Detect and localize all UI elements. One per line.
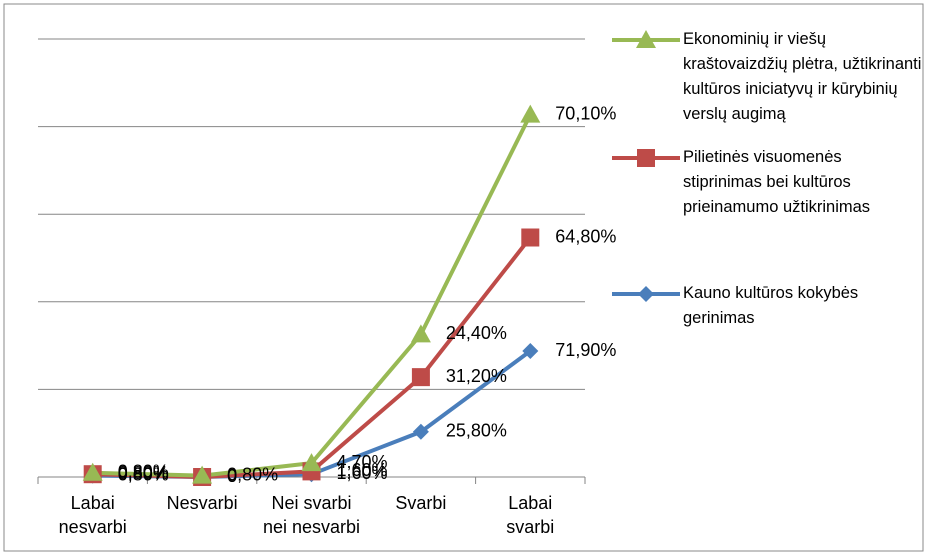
x-tick-label: Nesvarbi (167, 493, 238, 513)
point (522, 343, 539, 360)
legend-label: Ekonominių ir viešų kraštovaizdžių plėtr… (683, 30, 922, 123)
data-label: 0,80% (118, 463, 169, 483)
point (410, 324, 431, 343)
data-label: 0 (227, 466, 237, 486)
x-tick-label: Labai nesvarbi (59, 493, 127, 537)
data-label: 4,70% (337, 452, 388, 472)
data-label: 31,20% (446, 366, 507, 386)
point (638, 286, 654, 302)
x-tick-label: Labai svarbi (506, 493, 554, 537)
x-tick-label: Nei svarbi nei nesvarbi (263, 493, 360, 537)
point (521, 228, 540, 247)
point (636, 30, 656, 48)
point (192, 465, 213, 484)
data-label: 25,80% (446, 421, 507, 441)
data-label: 71,90% (555, 340, 616, 360)
data-label: 0,80% (118, 462, 169, 482)
legend-label: Kauno kultūros kokybės gerinimas (683, 284, 859, 327)
data-label: 70,10% (555, 103, 616, 123)
data-label: 1,60% (337, 463, 388, 483)
point (520, 104, 541, 123)
point (82, 462, 103, 481)
data-label: 1,60% (337, 460, 388, 480)
data-label: 0 (227, 466, 237, 486)
chart-frame (3, 3, 924, 552)
data-label: 0,80% (227, 464, 278, 484)
x-tick-label: Svarbi (395, 493, 446, 513)
point (301, 453, 322, 472)
point (412, 423, 429, 440)
data-label: 24,40% (446, 323, 507, 343)
data-label: 0,80% (118, 464, 169, 484)
point (637, 149, 655, 167)
data-label: 64,80% (555, 226, 616, 246)
legend-label: Pilietinės visuomenės stiprinimas bei ku… (683, 148, 871, 216)
point (411, 368, 430, 387)
